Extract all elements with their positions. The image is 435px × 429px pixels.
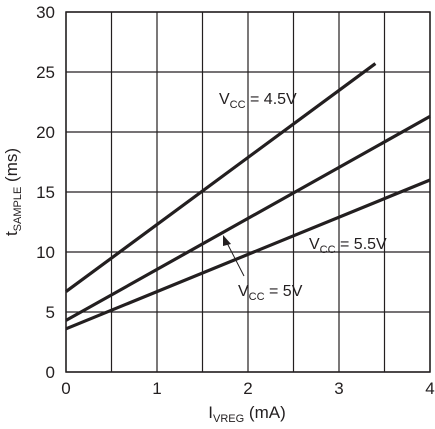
annotation-vcc-5v: VCC = 5V — [238, 283, 303, 303]
x-axis-label: IVREG (mA) — [208, 403, 285, 425]
grid — [65, 11, 431, 373]
annotation-vcc-4-5v: VCC = 4.5V — [219, 91, 297, 111]
svg-text:VCC = 5V: VCC = 5V — [238, 283, 303, 303]
svg-text:VCC = 5.5V: VCC = 5.5V — [309, 236, 387, 256]
x-tick-label: 2 — [243, 379, 252, 398]
x-tick-label: 3 — [334, 379, 343, 398]
series-layer — [65, 62, 431, 331]
y-tick-label: 25 — [36, 63, 55, 82]
y-tick-labels: 0 5 10 15 20 25 30 — [36, 3, 55, 382]
y-tick-label: 0 — [46, 363, 55, 382]
y-tick-label: 5 — [46, 303, 55, 322]
y-tick-label: 30 — [36, 3, 55, 22]
x-tick-labels: 0 1 2 3 4 — [61, 379, 434, 398]
series-line-2 — [65, 178, 431, 331]
annotation-vcc-5-5v: VCC = 5.5V — [309, 236, 387, 256]
svg-text:VCC = 4.5V: VCC = 4.5V — [219, 91, 297, 111]
y-tick-label: 20 — [36, 123, 55, 142]
y-axis-label: tSAMPLE (ms) — [2, 148, 24, 236]
x-tick-label: 4 — [425, 379, 434, 398]
x-tick-label: 0 — [61, 379, 70, 398]
x-tick-label: 1 — [152, 379, 161, 398]
y-tick-label: 10 — [36, 243, 55, 262]
series-line-0 — [65, 62, 377, 293]
plot-frame — [65, 11, 431, 373]
series-line-1 — [65, 115, 431, 322]
annotation-arrow — [223, 235, 245, 277]
y-tick-label: 15 — [36, 183, 55, 202]
